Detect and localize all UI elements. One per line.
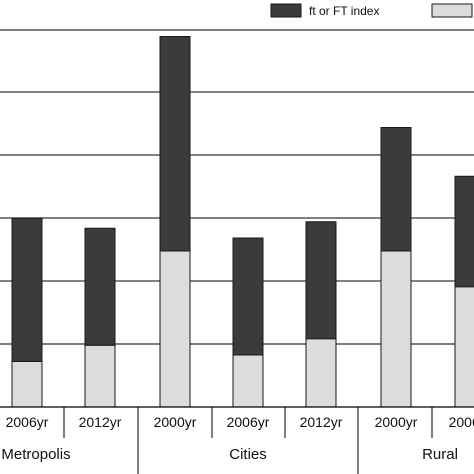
bar-segment-light-1 bbox=[84, 344, 116, 408]
category-label-2: 2000yr bbox=[154, 414, 197, 430]
category-label-6: 2006yr bbox=[449, 414, 474, 430]
group-label-0: Metropolis bbox=[1, 446, 70, 463]
category-label-1: 2012yr bbox=[79, 414, 122, 430]
bar-segment-dark-2 bbox=[159, 36, 191, 252]
bar-segment-dark-6 bbox=[454, 175, 474, 288]
legend: ft or FT index bbox=[270, 3, 473, 18]
bars bbox=[11, 36, 474, 408]
legend-label-ft-index: ft or FT index bbox=[309, 4, 379, 18]
bar-segment-light-0 bbox=[11, 361, 43, 408]
group-label-2: Rural bbox=[422, 446, 458, 463]
bar-segment-light-4 bbox=[305, 338, 337, 408]
category-label-0: 2006yr bbox=[6, 414, 49, 430]
category-label-4: 2012yr bbox=[300, 414, 343, 430]
legend-swatch-ft-index bbox=[270, 3, 302, 18]
category-axis: 2006yr 2012yr 2000yr 2006yr 2012yr 2000yr 2006… bbox=[0, 406, 474, 474]
bar-segment-light-3 bbox=[232, 354, 264, 408]
bar-segment-dark-0 bbox=[11, 218, 43, 362]
legend-swatch-light-series bbox=[431, 3, 473, 18]
category-label-3: 2006yr bbox=[227, 414, 270, 430]
bar-segment-dark-4 bbox=[305, 221, 337, 340]
bar-segment-dark-1 bbox=[84, 227, 116, 346]
group-label-1: Cities bbox=[229, 446, 267, 463]
bar-segment-dark-5 bbox=[380, 127, 412, 252]
bar-segment-light-2 bbox=[159, 250, 191, 408]
bar-segment-light-5 bbox=[380, 250, 412, 408]
bar-segment-light-6 bbox=[454, 286, 474, 408]
category-label-5: 2000yr bbox=[375, 414, 418, 430]
bar-segment-dark-3 bbox=[232, 237, 264, 356]
